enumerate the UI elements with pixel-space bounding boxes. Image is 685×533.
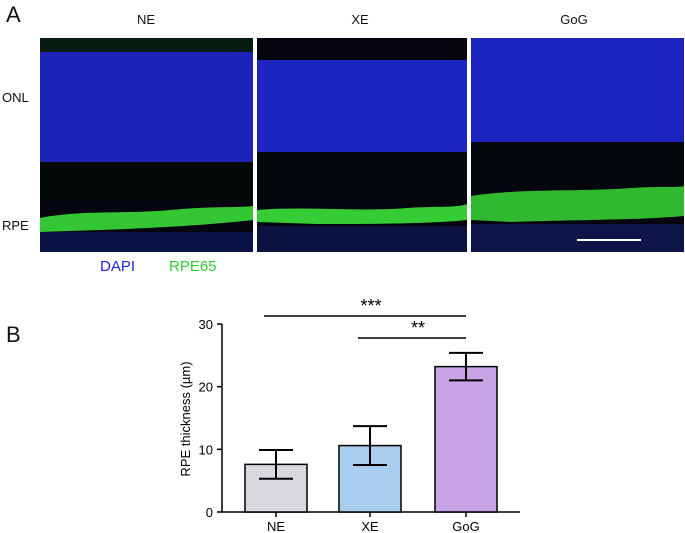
micrograph-xe-image: [257, 38, 467, 252]
row-label-rpe: RPE: [2, 218, 29, 233]
panel-letter-b: B: [6, 322, 21, 347]
micrograph-gog: [471, 38, 684, 252]
y-tick-label-0: 0: [206, 505, 213, 520]
y-axis-label: RPE thickness (µm): [178, 361, 193, 476]
y-tick-label-30: 30: [199, 317, 213, 332]
significance-label-0: ***: [360, 296, 381, 316]
x-tick-label-xe: XE: [361, 519, 379, 533]
bar-gog: [434, 365, 498, 513]
x-tick-label-gog: GoG: [452, 519, 479, 533]
significance-label-1: **: [411, 318, 425, 338]
micrograph-ne-image: [40, 38, 253, 252]
stain-legend-rpe65: RPE65: [169, 258, 217, 275]
micrograph-xe: [257, 38, 467, 252]
column-label-gog: GoG: [560, 12, 588, 27]
column-label-ne: NE: [136, 12, 156, 27]
y-tick-label-10: 10: [199, 442, 213, 457]
micrograph-ne: [40, 38, 253, 252]
stain-legend-dapi: DAPI: [100, 258, 136, 275]
row-label-onl: ONL: [2, 90, 29, 105]
column-label-xe: XE: [351, 12, 369, 27]
panel-letter-a: A: [6, 2, 21, 27]
y-tick-label-20: 20: [199, 380, 213, 395]
x-tick-label-ne: NE: [267, 519, 285, 533]
micrograph-gog-image: [471, 38, 684, 252]
